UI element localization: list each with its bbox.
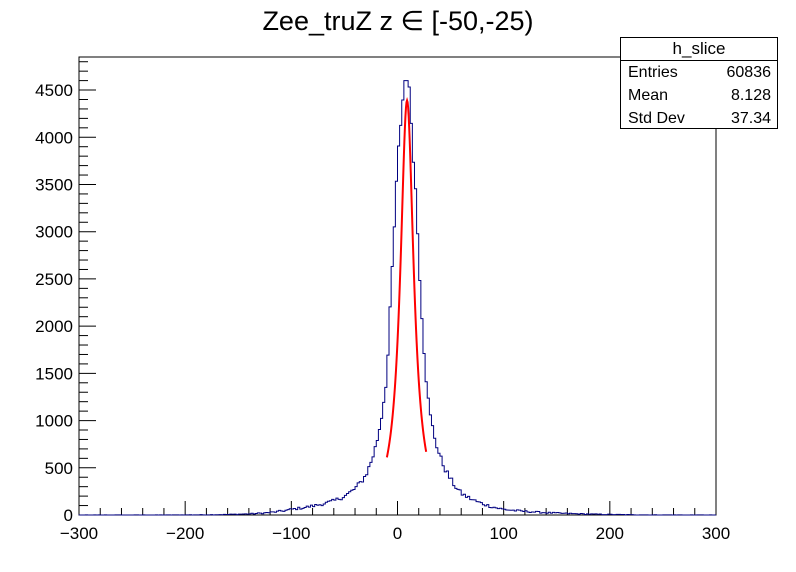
y-axis-ticks <box>79 61 96 516</box>
y-tick-label: 2500 <box>35 270 73 289</box>
stats-row-entries: Entries 60836 <box>621 61 777 84</box>
x-tick-label: 200 <box>596 524 624 543</box>
stats-label: Std Dev <box>628 110 685 127</box>
stats-row-mean: Mean 8.128 <box>621 84 777 107</box>
stats-label: Entries <box>628 64 678 81</box>
x-tick-label: 0 <box>393 524 402 543</box>
x-tick-label: 300 <box>702 524 730 543</box>
x-axis-ticks <box>78 501 717 515</box>
x-tick-label: −300 <box>60 524 98 543</box>
stats-box: h_slice Entries 60836 Mean 8.128 Std Dev… <box>620 37 778 129</box>
y-tick-label: 2000 <box>35 317 73 336</box>
stats-value: 37.34 <box>730 110 771 127</box>
stats-value: 60836 <box>726 64 772 81</box>
y-tick-label: 1000 <box>35 412 73 431</box>
y-tick-label: 500 <box>45 459 73 478</box>
y-tick-label: 3500 <box>35 175 73 194</box>
y-tick-label: 1500 <box>35 364 73 383</box>
x-tick-label: 100 <box>489 524 517 543</box>
y-tick-label: 4000 <box>35 128 73 147</box>
y-axis-tick-labels: 0 500 1000 1500 2000 2500 3000 3500 4000 4500 <box>35 81 73 525</box>
stats-row-std-dev: Std Dev 37.34 <box>621 107 777 130</box>
histogram-series <box>78 80 716 516</box>
fit-curve <box>385 96 428 458</box>
x-tick-label: −100 <box>272 524 310 543</box>
stats-label: Mean <box>628 87 669 104</box>
stats-box-title: h_slice <box>621 38 777 61</box>
x-tick-label: −200 <box>166 524 204 543</box>
stats-value: 8.128 <box>730 87 771 104</box>
y-tick-label: 4500 <box>35 81 73 100</box>
y-tick-label: 0 <box>64 506 73 525</box>
chart-title: Zee_truZ z ∈ [-50,-25) <box>262 6 534 36</box>
x-axis-tick-labels: −300 −200 −100 0 100 200 300 <box>60 524 730 543</box>
y-tick-label: 3000 <box>35 223 73 242</box>
